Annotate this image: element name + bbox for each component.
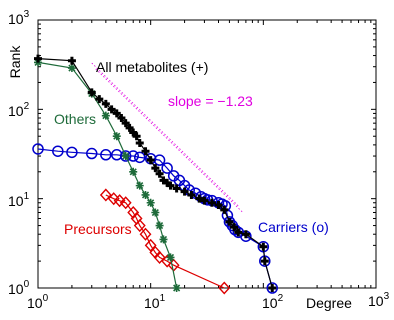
annotation: Precursors <box>64 221 132 237</box>
annotation: slope = −1.23 <box>168 93 253 109</box>
data-point <box>133 151 146 164</box>
y-tick-label: 103 <box>8 9 30 27</box>
annotation: Carriers (o) <box>258 219 329 235</box>
data-point <box>220 205 229 214</box>
data-point <box>141 147 150 156</box>
data-point <box>87 88 96 97</box>
data-point <box>67 56 76 65</box>
data-point <box>112 109 121 118</box>
data-point <box>135 138 144 147</box>
data-point <box>259 242 268 251</box>
data-point <box>180 187 189 196</box>
data-point <box>107 192 120 206</box>
y-axis-label: Rank <box>7 45 23 79</box>
data-point <box>117 113 126 122</box>
x-tick-label: 102 <box>262 293 284 311</box>
y-tick-label: 101 <box>8 191 30 209</box>
data-point <box>172 184 181 193</box>
data-point <box>101 99 110 108</box>
data-point <box>100 149 112 161</box>
data-point <box>86 147 98 160</box>
data-point <box>266 282 279 294</box>
slope-line <box>91 62 239 207</box>
data-point <box>200 196 209 205</box>
data-point <box>119 196 132 210</box>
data-point <box>52 145 64 157</box>
data-point <box>230 223 239 232</box>
data-point <box>34 54 42 63</box>
data-point <box>241 230 250 239</box>
data-point <box>161 162 173 174</box>
data-point <box>155 221 164 230</box>
annotation: Others <box>54 111 96 127</box>
data-point <box>139 227 152 241</box>
data-point <box>121 152 130 161</box>
data-point <box>99 188 112 202</box>
annotation: All metabolites (+) <box>96 59 208 75</box>
data-point <box>166 253 175 262</box>
data-point <box>135 181 144 190</box>
data-point <box>225 217 234 226</box>
data-point <box>101 111 110 120</box>
data-point <box>159 235 168 244</box>
data-point <box>129 167 138 176</box>
data-point <box>151 208 160 217</box>
data-point <box>112 132 121 141</box>
x-tick-label: 103 <box>368 291 390 309</box>
data-point <box>268 284 277 292</box>
data-point <box>214 200 223 209</box>
data-point <box>207 198 216 207</box>
data-point <box>155 169 164 178</box>
data-point <box>146 156 155 165</box>
y-tick-label: 102 <box>8 101 30 119</box>
data-point <box>125 123 134 132</box>
x-axis-label: Degree <box>306 295 352 311</box>
data-point <box>111 149 123 161</box>
data-point <box>133 219 146 233</box>
data-point <box>166 181 175 190</box>
slope-line <box>95 68 243 213</box>
plot-area: 100 101 102 103 100 101 102 103 Degree Rank All me… <box>7 9 390 311</box>
x-tick-label: 101 <box>144 293 166 311</box>
data-point <box>67 64 76 73</box>
data-point <box>127 205 140 220</box>
data-point <box>153 250 166 264</box>
data-point <box>121 119 130 128</box>
series-line-precursors <box>105 194 225 289</box>
x-tick-label: 100 <box>27 293 49 311</box>
y-tick-label: 100 <box>8 279 30 297</box>
data-point <box>151 164 160 173</box>
data-point <box>119 150 132 162</box>
data-point <box>132 132 141 141</box>
data-point <box>260 257 269 266</box>
data-point <box>107 105 116 114</box>
data-point <box>32 143 44 155</box>
data-point <box>141 190 150 199</box>
data-point <box>172 284 181 292</box>
data-point <box>218 281 231 295</box>
data-point <box>95 95 104 104</box>
data-point <box>144 238 157 252</box>
data-point <box>146 198 155 207</box>
data-point <box>66 146 78 159</box>
data-point <box>187 190 196 199</box>
data-point <box>113 194 126 208</box>
data-point <box>234 228 243 237</box>
data-point <box>195 194 204 203</box>
